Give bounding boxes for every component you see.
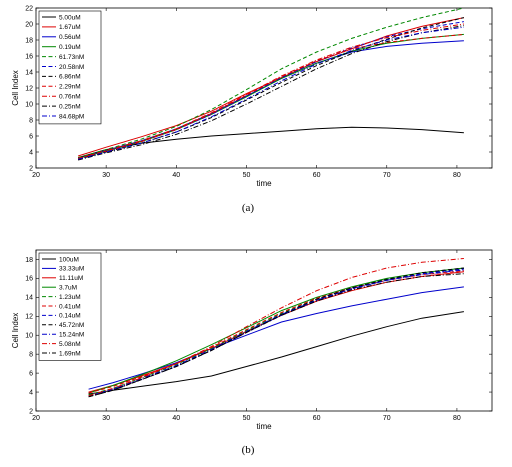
x-tick-label: 20	[32, 172, 40, 179]
series-line-33.33uM	[88, 286, 464, 390]
panel-caption: (a)	[242, 202, 255, 214]
legend-label: 11.11uM	[59, 275, 83, 282]
y-tick-label: 14	[25, 295, 33, 302]
x-tick-label: 50	[243, 415, 251, 422]
legend-label: 1.23uM	[59, 294, 81, 301]
legend-label: 100uM	[59, 256, 79, 263]
series-line-100uM	[88, 311, 464, 395]
x-tick-label: 80	[453, 415, 461, 422]
x-tick-label: 60	[313, 415, 321, 422]
x-tick-label: 30	[102, 172, 110, 179]
series-line-3.7uM	[88, 267, 464, 394]
y-tick-label: 14	[25, 69, 33, 76]
y-tick-label: 2	[29, 408, 33, 415]
y-tick-label: 8	[29, 117, 33, 124]
series-line-45.72nM	[88, 267, 464, 398]
x-tick-label: 70	[383, 172, 391, 179]
x-tick-label: 30	[102, 415, 110, 422]
plot-area-frame	[35, 249, 493, 412]
legend-label: 20.58nM	[59, 64, 84, 71]
y-tick-label: 8	[29, 351, 33, 358]
series-line-84.68pM	[77, 26, 464, 160]
y-tick-label: 22	[25, 5, 33, 12]
y-tick-label: 2	[29, 165, 33, 172]
x-tick-label: 60	[313, 172, 321, 179]
legend-label: 6.86nM	[59, 74, 81, 81]
legend-label: 0.41uM	[59, 303, 81, 310]
y-tick-label: 20	[25, 21, 33, 28]
y-tick-label: 16	[25, 53, 33, 60]
legend-label: 5.08nM	[59, 341, 81, 348]
y-tick-label: 6	[29, 133, 33, 140]
chart-panel-b: 20 30 40 50 60 70 80 2 4 6 8 10 12 14 16 18 time Cell Ind…	[11, 249, 493, 456]
legend-label: 1.67uM	[59, 24, 81, 31]
legend-label: 1.69nM	[59, 350, 81, 357]
series-line-0.76nM	[77, 23, 464, 159]
series-line-0.19uM	[77, 33, 464, 159]
y-tick-label: 12	[25, 85, 33, 92]
y-tick-label: 12	[25, 314, 33, 321]
y-tick-label: 10	[25, 333, 33, 340]
y-tick-label: 18	[25, 257, 33, 264]
series-line-0.25nM	[77, 25, 464, 161]
legend-label: 5.00uM	[59, 14, 81, 21]
x-tick-label: 40	[172, 415, 180, 422]
legend-label: 0.14uM	[59, 313, 81, 320]
legend-label: 61.73nM	[59, 54, 84, 61]
legend-label: 15.24nM	[59, 332, 84, 339]
series-line-6.86nM	[77, 17, 465, 160]
y-tick-label: 4	[29, 149, 33, 156]
legend-label: 0.19uM	[59, 44, 81, 51]
series-line-15.24nM	[88, 269, 464, 397]
panel-caption: (b)	[242, 444, 255, 456]
legend-label: 45.72nM	[59, 322, 84, 329]
series-line-1.67uM	[77, 17, 465, 157]
x-tick-label: 50	[243, 172, 251, 179]
legend-label: 3.7uM	[59, 285, 77, 292]
legend-box	[38, 252, 102, 361]
legend-label: 33.33uM	[59, 266, 84, 273]
series-line-1.69nM	[88, 273, 464, 398]
legend-box	[38, 10, 102, 125]
legend-label: 0.56uM	[59, 34, 81, 41]
y-tick-label: 6	[29, 370, 33, 377]
legend-label: 84.68pM	[59, 113, 84, 120]
x-tick-label: 20	[32, 415, 40, 422]
series-line-61.73nM	[77, 7, 465, 159]
series-line-5.08nM	[88, 258, 464, 397]
y-tick-label: 18	[25, 37, 33, 44]
x-tick-label: 40	[172, 172, 180, 179]
chart-panel-a: 20 30 40 50 60 70 80 2 4 6 8 10 12 14 16 18 20 22 time Cell…	[11, 5, 493, 214]
legend-label: 2.29nM	[59, 84, 81, 91]
y-tick-label: 4	[29, 389, 33, 396]
legend-label: 0.25nM	[59, 103, 81, 110]
y-axis-label: Cell Index	[11, 70, 20, 106]
x-tick-label: 80	[453, 172, 461, 179]
y-tick-label: 10	[25, 101, 33, 108]
x-axis-label: time	[256, 422, 272, 431]
x-axis-label: time	[256, 179, 272, 188]
legend-label: 0.76nM	[59, 94, 81, 101]
series-line-2.29nM	[77, 33, 464, 159]
y-tick-label: 16	[25, 276, 33, 283]
series-line-11.11uM	[88, 271, 464, 393]
x-tick-label: 70	[383, 415, 391, 422]
y-axis-label: Cell Index	[11, 313, 20, 349]
